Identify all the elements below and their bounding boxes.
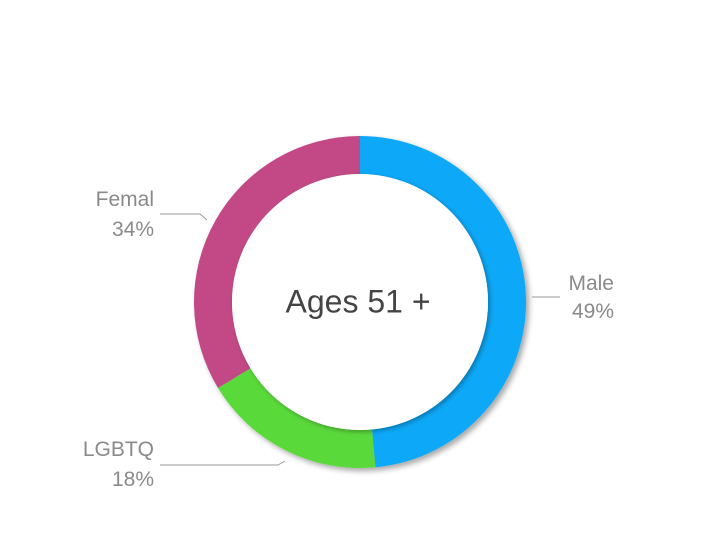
leader-line-lgbtq — [160, 460, 286, 466]
slice-value-label: 49% — [572, 300, 614, 323]
slice-name-label: Male — [568, 272, 614, 295]
donut-hole — [232, 174, 488, 430]
leader-line-femal — [160, 213, 208, 221]
slice-femal — [193, 136, 360, 388]
slice-value-label: 34% — [112, 218, 154, 241]
slice-name-label: LGBTQ — [83, 438, 154, 461]
slice-value-label: 18% — [112, 468, 154, 491]
slice-lgbtq — [217, 368, 376, 468]
slice-male — [360, 136, 526, 468]
slice-name-label: Femal — [96, 188, 154, 211]
center-label: Ages 51 + — [286, 283, 431, 319]
